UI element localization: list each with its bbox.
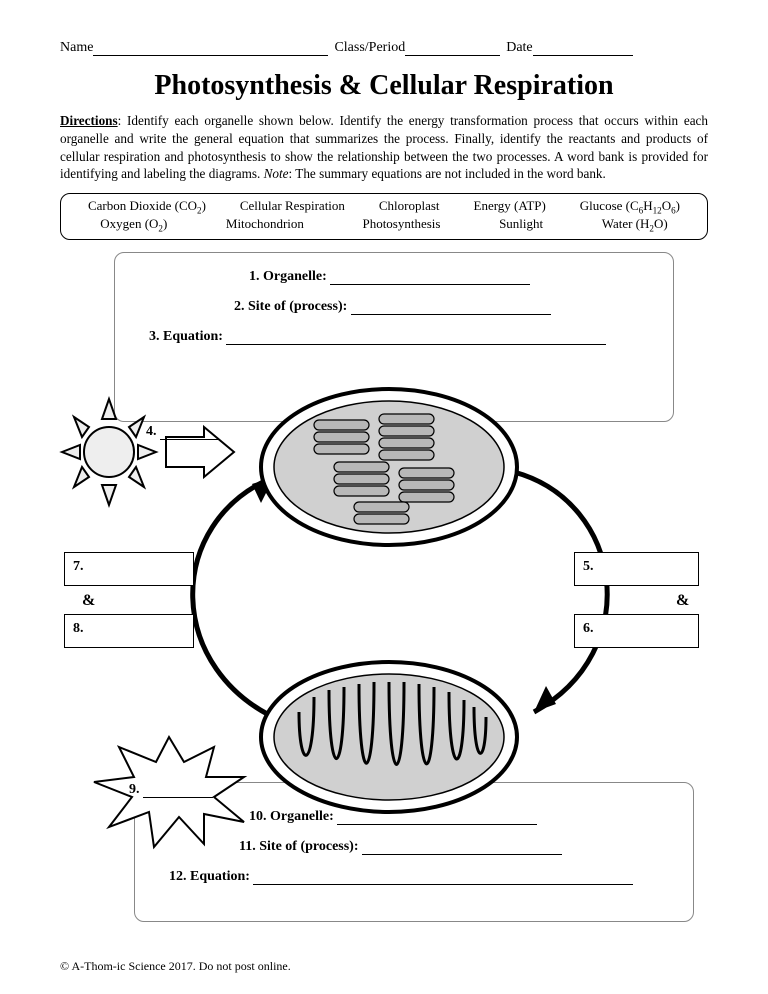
q4-label: 4. [146, 424, 157, 439]
q9-label: 9. [129, 782, 140, 797]
class-blank[interactable] [405, 41, 500, 56]
mitochondrion-icon [254, 652, 524, 822]
diagram-area: 1. Organelle: 2. Site of (process): 3. E… [64, 252, 704, 942]
q8-label: 8. [73, 621, 84, 636]
sun-icon [54, 387, 264, 527]
q9-blank[interactable] [143, 785, 213, 798]
wb-item: Energy (ATP) [474, 198, 546, 216]
wb-item: Cellular Respiration [240, 198, 345, 216]
q4-blank[interactable] [160, 427, 220, 440]
note-body: : The summary equations are not included… [289, 166, 606, 181]
header-fields: Name Class/Period Date [60, 40, 708, 56]
wb-item: Oxygen (O2) [100, 216, 167, 234]
wb-item: Chloroplast [379, 198, 440, 216]
word-bank: Carbon Dioxide (CO2) Cellular Respiratio… [60, 193, 708, 240]
page-title: Photosynthesis & Cellular Respiration [60, 70, 708, 102]
amp-left: & [82, 592, 95, 610]
answer-box-8[interactable]: 8. [64, 614, 194, 648]
q7-label: 7. [73, 559, 84, 574]
wb-item: Water (H2O) [602, 216, 668, 234]
q4-group: 4. [146, 424, 220, 440]
directions-label: Directions [60, 113, 118, 128]
date-label: Date [506, 40, 532, 56]
note-label: Note [264, 166, 289, 181]
date-blank[interactable] [533, 41, 633, 56]
directions: Directions: Identify each organelle show… [60, 112, 708, 183]
q5-label: 5. [583, 559, 594, 574]
name-label: Name [60, 40, 93, 56]
answer-box-6[interactable]: 6. [574, 614, 699, 648]
wb-item: Carbon Dioxide (CO2) [88, 198, 206, 216]
wb-item: Glucose (C6H12O6) [580, 198, 680, 216]
footer-text: © A-Thom-ic Science 2017. Do not post on… [60, 959, 291, 974]
chloroplast-icon [254, 382, 524, 552]
q6-label: 6. [583, 621, 594, 636]
wb-item: Photosynthesis [362, 216, 440, 234]
amp-right: & [676, 592, 689, 610]
wb-item: Mitochondrion [226, 216, 304, 234]
wb-item: Sunlight [499, 216, 543, 234]
class-label: Class/Period [334, 40, 405, 56]
name-blank[interactable] [93, 41, 328, 56]
answer-box-7[interactable]: 7. [64, 552, 194, 586]
answer-box-5[interactable]: 5. [574, 552, 699, 586]
q9-group: 9. [129, 782, 213, 798]
